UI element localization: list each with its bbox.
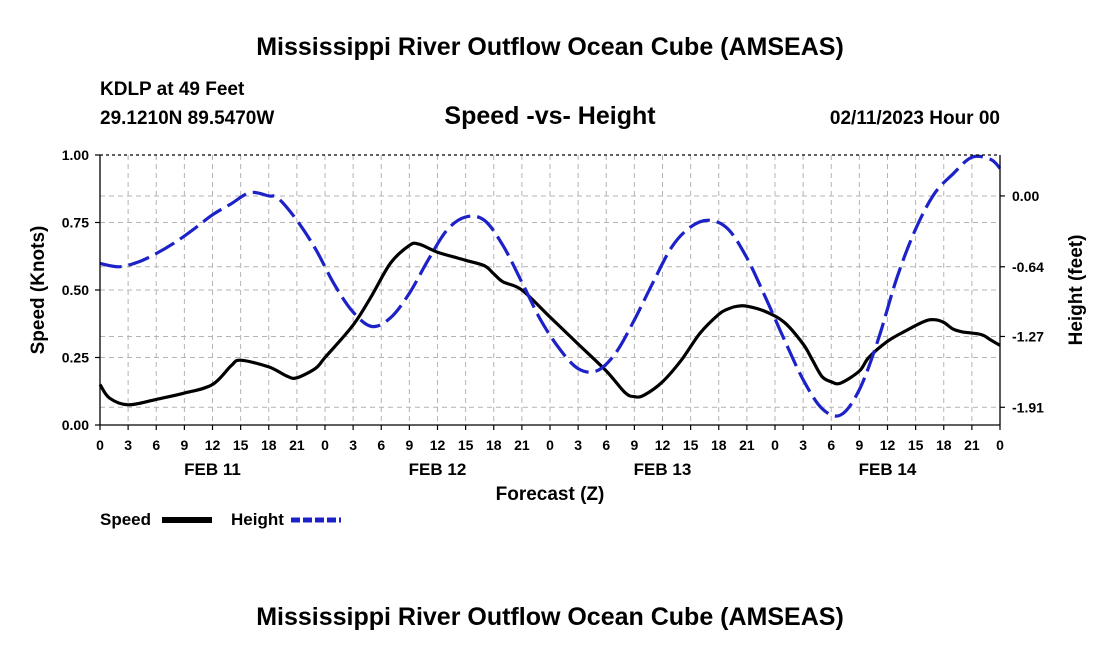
y-tick-label: 0.25	[62, 350, 89, 366]
x-tick-label: 18	[936, 437, 952, 453]
x-tick-label: 15	[908, 437, 924, 453]
y2-tick-label: 0.00	[1012, 188, 1039, 204]
x-tick-label: 12	[430, 437, 446, 453]
y-axis-label: Speed (Knots)	[28, 226, 49, 355]
y-tick-label: 0.75	[62, 215, 89, 231]
x-tick-label: 15	[458, 437, 474, 453]
date-label: FEB 11	[184, 460, 241, 479]
x-tick-label: 9	[405, 437, 413, 453]
x-tick-label: 9	[630, 437, 638, 453]
x-tick-label: 15	[233, 437, 249, 453]
x-tick-label: 0	[321, 437, 329, 453]
y-tick-label: 0.50	[62, 282, 89, 298]
x-tick-label: 21	[289, 437, 305, 453]
grid-layer	[100, 155, 1000, 425]
x-tick-label: 18	[486, 437, 502, 453]
x-tick-label: 0	[996, 437, 1004, 453]
y2-tick-label: -1.91	[1012, 399, 1044, 415]
date-label: FEB 13	[634, 460, 692, 479]
axis-layer: 0 3 6 9 12 15 18 21 0 3 6 9 12 15 18 21 0 3 6 9 12 15 18 21 0 3 6 9…	[62, 147, 1044, 479]
x-tick-label: 18	[261, 437, 277, 453]
coordinates-label: 29.1210N 89.5470W	[100, 108, 274, 129]
x-tick-label: 3	[799, 437, 807, 453]
series-line-height	[99, 154, 1002, 418]
legend-speed-swatch	[162, 517, 212, 523]
y2-axis-label: Height (feet)	[1066, 235, 1087, 346]
x-tick-label: 6	[827, 437, 835, 453]
x-tick-label: 3	[574, 437, 582, 453]
station-label: KDLP at 49 Feet	[100, 79, 245, 100]
legend-speed-label: Speed	[100, 510, 151, 529]
x-tick-label: 21	[964, 437, 980, 453]
x-tick-label: 12	[655, 437, 671, 453]
x-tick-label: 0	[546, 437, 554, 453]
x-tick-label: 6	[377, 437, 385, 453]
legend: Speed Height	[100, 510, 341, 529]
x-axis-label: Forecast (Z)	[496, 484, 605, 505]
y2-tick-label: -1.27	[1012, 328, 1044, 344]
y2-tick-label: -0.64	[1012, 259, 1044, 275]
x-tick-label: 15	[683, 437, 699, 453]
x-tick-label: 9	[855, 437, 863, 453]
x-tick-label: 12	[880, 437, 896, 453]
y-tick-label: 1.00	[62, 147, 89, 163]
x-tick-label: 3	[349, 437, 357, 453]
x-tick-label: 6	[602, 437, 610, 453]
x-tick-label: 18	[711, 437, 727, 453]
x-tick-label: 21	[739, 437, 755, 453]
legend-height-label: Height	[231, 510, 284, 529]
series-layer	[98, 154, 1002, 418]
x-tick-label: 9	[180, 437, 188, 453]
x-tick-label: 3	[124, 437, 132, 453]
x-tick-label: 6	[152, 437, 160, 453]
issued-datetime: 02/11/2023 Hour 00	[830, 108, 1000, 129]
series-line-speed	[98, 241, 1001, 407]
chart-title: Speed -vs- Height	[444, 102, 656, 130]
date-label: FEB 12	[409, 460, 467, 479]
x-tick-label: 0	[96, 437, 104, 453]
x-tick-label: 12	[205, 437, 221, 453]
main-title: Mississippi River Outflow Ocean Cube (AM…	[256, 33, 844, 61]
y-tick-label: 0.00	[62, 417, 89, 433]
footer-title: Mississippi River Outflow Ocean Cube (AM…	[256, 603, 844, 631]
x-tick-label: 0	[771, 437, 779, 453]
x-tick-label: 21	[514, 437, 530, 453]
date-label: FEB 14	[859, 460, 917, 479]
